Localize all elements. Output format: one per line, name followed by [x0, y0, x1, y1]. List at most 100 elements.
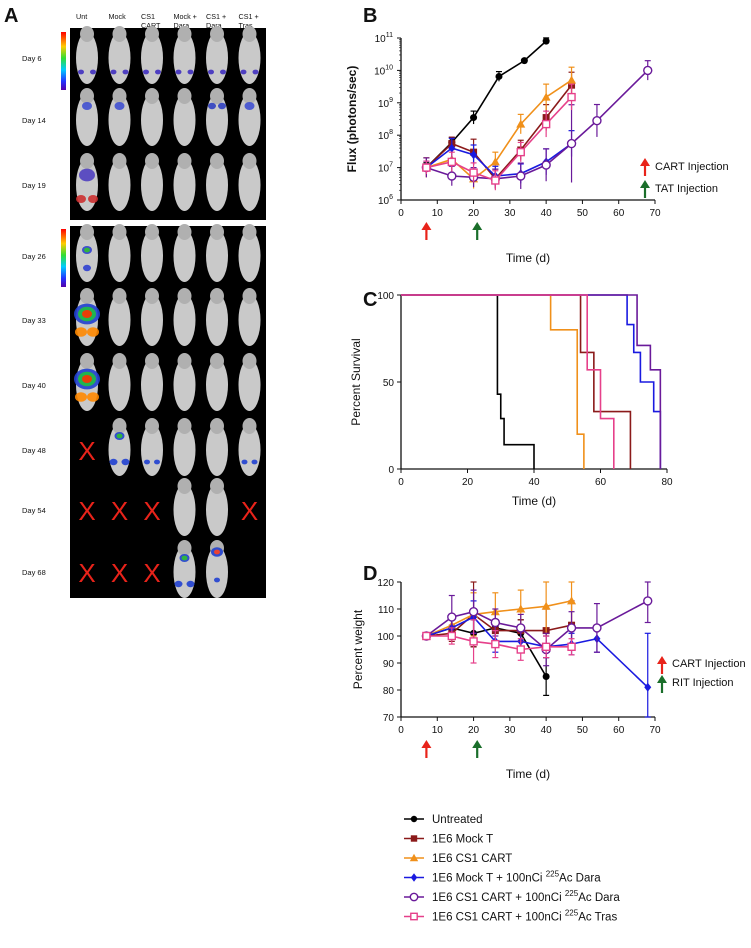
data-point	[409, 892, 419, 902]
row-label: Day 54	[22, 506, 46, 515]
mouse-head	[177, 26, 192, 42]
series-line	[426, 69, 649, 180]
y-tick-label: 100	[377, 632, 394, 643]
signal-spot	[214, 549, 220, 555]
data-point	[409, 853, 419, 862]
mouse-head	[210, 88, 224, 104]
mouse-image	[238, 224, 261, 282]
column-header: Dara	[206, 21, 222, 30]
y-tick-label: 106	[378, 194, 393, 207]
signal-spot	[144, 459, 150, 465]
signal-spot	[251, 459, 258, 465]
mouse-head	[177, 418, 192, 434]
mouse-body	[108, 294, 131, 346]
signal-spot	[174, 580, 183, 588]
mouse-image	[173, 418, 196, 476]
column-header: Unt	[76, 12, 87, 21]
series-line	[425, 40, 547, 169]
annotation-label: CART Injection	[655, 161, 729, 173]
mouse-image	[238, 153, 261, 211]
column-header: Mock +	[174, 12, 197, 21]
deceased-marker: X	[78, 558, 95, 588]
panel-d-weight-chart: 0 10 20 30 40 50 60 70 70 80 90 100 110 120 Time (d) Pe…	[351, 578, 746, 781]
mouse-image	[173, 88, 196, 146]
mouse-body	[173, 484, 196, 536]
signal-spot	[84, 247, 90, 253]
deceased-marker: X	[143, 496, 160, 526]
x-tick-label: 50	[577, 208, 589, 219]
signal-spot	[122, 69, 129, 75]
data-point	[516, 119, 526, 128]
mouse-head	[242, 224, 257, 240]
signal-spot	[78, 69, 84, 75]
data-point	[516, 147, 525, 157]
mouse-head	[177, 224, 192, 240]
mouse-head	[145, 353, 159, 369]
series-2	[421, 66, 577, 189]
mouse-image	[141, 26, 163, 84]
data-point	[422, 631, 431, 641]
data-point	[541, 92, 551, 101]
injection-arrow-head	[640, 180, 650, 188]
data-point	[410, 912, 418, 921]
mouse-image	[141, 153, 163, 211]
x-tick-label: 0	[398, 477, 404, 488]
legend: Untreated 1E6 Mock T 1E6 CS1 CART 1E6 Mock …	[404, 814, 620, 924]
deceased-marker: X	[111, 496, 128, 526]
data-point	[644, 682, 652, 692]
signal-spot	[154, 459, 160, 465]
row-label: Day 19	[22, 181, 46, 190]
row-label: Day 68	[22, 568, 46, 577]
signal-spot	[82, 310, 92, 318]
injection-arrow-head	[640, 158, 650, 166]
mouse-head	[112, 88, 127, 104]
signal-spot	[155, 69, 161, 75]
mouse-body	[173, 294, 196, 346]
data-point	[541, 642, 551, 651]
mouse-head	[145, 418, 159, 434]
data-point	[566, 138, 577, 149]
mouse-body	[76, 230, 98, 282]
mouse-body	[76, 94, 98, 146]
x-tick-label: 70	[649, 208, 661, 219]
data-point	[410, 815, 418, 823]
imaging-panel-top	[70, 28, 266, 220]
mouse-body	[173, 94, 196, 146]
mouse-image	[74, 353, 100, 411]
series-4	[421, 581, 653, 667]
mouse-head	[210, 478, 224, 494]
data-point	[592, 116, 602, 126]
signal-spot	[114, 102, 125, 110]
survival-curve-3	[401, 294, 662, 469]
colorbar-top	[61, 32, 66, 90]
data-point	[541, 160, 551, 170]
deceased-marker: X	[111, 558, 128, 588]
row-label: Day 33	[22, 316, 46, 325]
mouse-head	[242, 353, 257, 369]
legend-label: 1E6 CS1 CART	[432, 853, 512, 865]
mouse-head	[210, 288, 224, 304]
x-tick-label: 80	[661, 477, 673, 488]
mouse-image	[173, 353, 196, 411]
data-point	[566, 623, 577, 633]
mouse-head	[177, 288, 192, 304]
mouse-body	[141, 230, 163, 282]
data-point	[542, 37, 550, 45]
mouse-head	[80, 26, 94, 42]
y-tick-label: 120	[377, 578, 394, 589]
signal-spot	[79, 168, 95, 182]
column-header: CS1 +	[206, 12, 226, 21]
survival-curve-4	[401, 294, 662, 469]
panel-c-survival-chart: 0 20 40 60 80 0 50 100 Time (d) Percent Survival	[349, 291, 673, 508]
mouse-image	[76, 26, 98, 84]
data-point	[567, 92, 576, 102]
signal-spot	[87, 392, 99, 402]
column-header: Dara	[174, 21, 190, 30]
mouse-body	[141, 359, 163, 411]
injection-arrow-head	[472, 740, 483, 748]
signal-spot	[187, 69, 194, 75]
signal-spot	[220, 69, 226, 75]
data-point	[516, 171, 526, 181]
mouse-image	[76, 153, 98, 211]
